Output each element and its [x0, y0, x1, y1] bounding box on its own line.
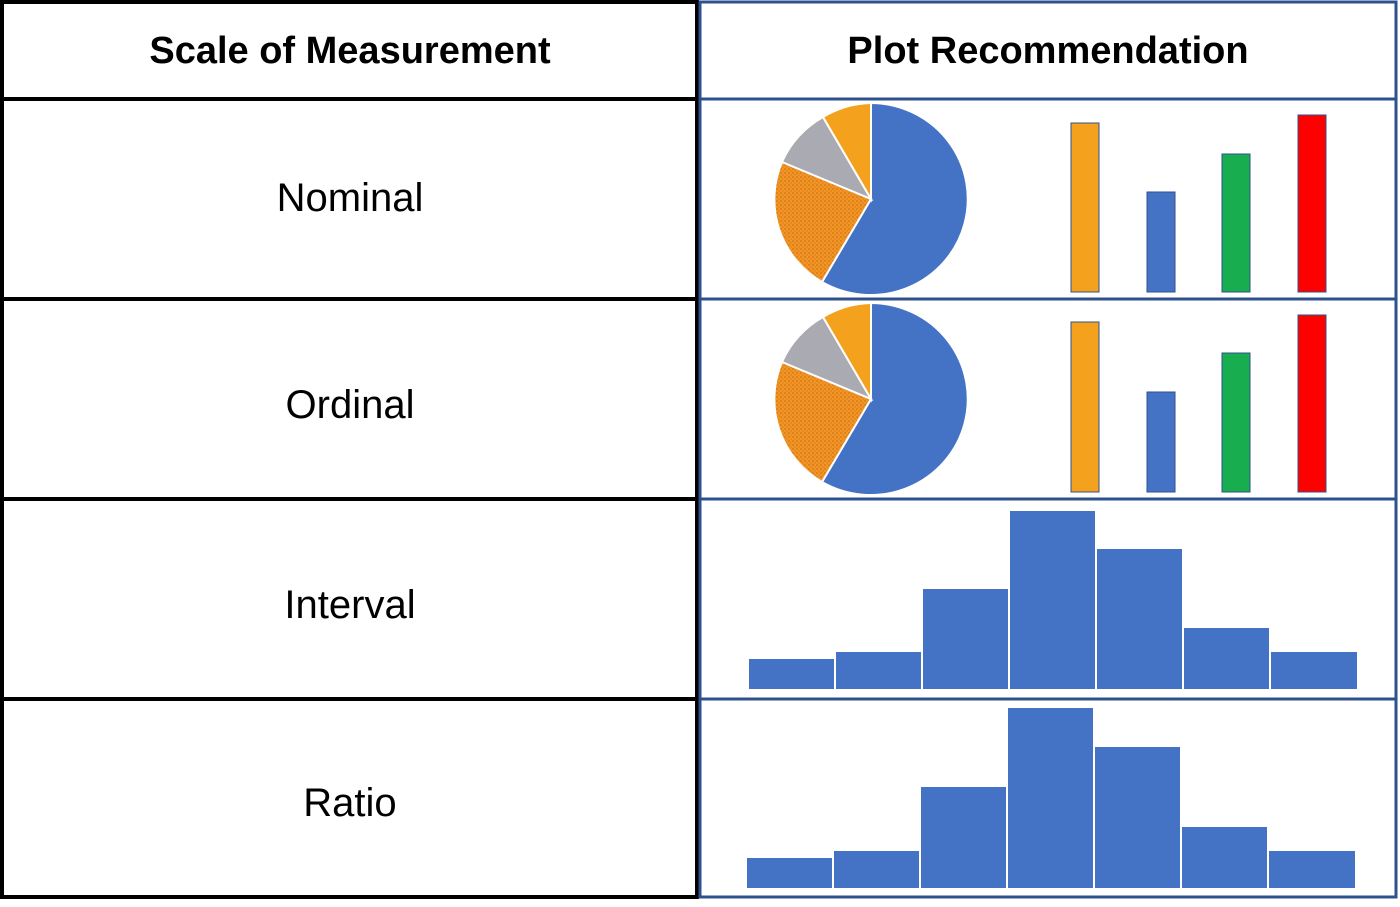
bar-blue [1146, 191, 1176, 293]
bar-chart-ordinal [1070, 314, 1327, 493]
pie-slice-blue [820, 301, 969, 496]
histogram-bin [1182, 626, 1271, 691]
histogram-bin [745, 856, 834, 890]
pie-chart-nominal [773, 101, 969, 296]
bar-green [1221, 352, 1251, 493]
histogram-bin [1267, 849, 1357, 890]
bar-red [1297, 114, 1327, 293]
border-left-column [0, 0, 699, 899]
bar-orange [1070, 122, 1100, 293]
pie-slice-orange-dotted [773, 360, 873, 484]
pie-slice-orange [821, 301, 872, 403]
row-label-interval: Interval [284, 582, 416, 627]
bar-blue [1146, 391, 1176, 493]
pie-slice-orange-dotted [773, 160, 873, 284]
histogram-bin [921, 587, 1010, 691]
histogram-bin [747, 657, 836, 691]
header-scale-of-measurement: Scale of Measurement [149, 29, 551, 72]
row-label-nominal: Nominal [276, 176, 424, 220]
histogram-bin [1269, 650, 1359, 691]
header-plot-recommendation: Plot Recommendation [847, 29, 1249, 72]
row-label-ratio: Ratio [303, 781, 397, 825]
histogram-interval [747, 509, 1359, 691]
pie-slice-blue [820, 101, 969, 296]
histogram-bin [1095, 547, 1184, 691]
bar-red [1297, 314, 1327, 493]
histogram-ratio [745, 706, 1357, 890]
histogram-bin [919, 785, 1008, 890]
histogram-bin [1093, 745, 1182, 890]
histogram-bin [834, 650, 923, 691]
bar-chart-nominal [1070, 114, 1327, 293]
pie-chart-ordinal [773, 301, 969, 496]
histogram-bin [1180, 825, 1269, 890]
histogram-bin [1008, 509, 1097, 691]
histogram-bin [832, 849, 921, 890]
bar-green [1221, 153, 1251, 293]
bar-orange [1070, 321, 1100, 493]
border-right-column [698, 0, 1398, 899]
histogram-bin [1006, 706, 1095, 890]
row-label-ordinal: Ordinal [285, 382, 415, 427]
pie-slice-orange [821, 101, 872, 203]
